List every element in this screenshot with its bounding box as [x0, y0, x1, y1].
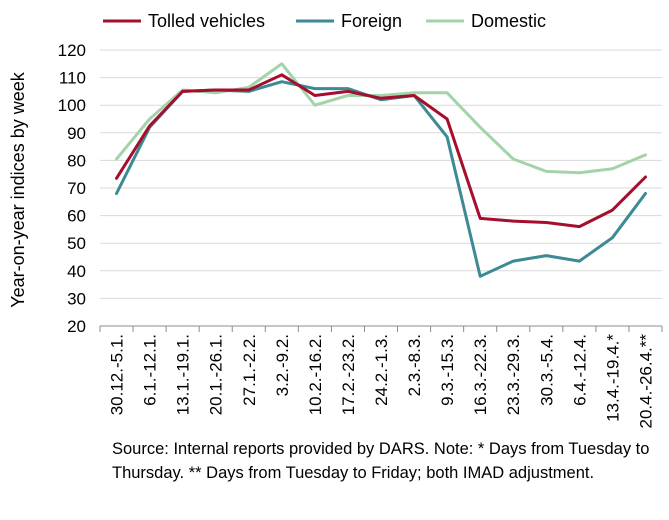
y-tick-label: 100 — [58, 96, 86, 115]
series-line-domestic — [115, 62, 647, 175]
axes — [99, 325, 663, 332]
x-tick-label: 3.2.-9.2. — [273, 334, 292, 396]
y-tick-label: 80 — [67, 151, 86, 170]
legend-label-foreign: Foreign — [341, 11, 402, 31]
source-note: Source: Internal reports provided by DAR… — [112, 440, 650, 482]
x-tick-label: 23.3.-29.3. — [504, 334, 523, 415]
x-tick-label: 20.1.-26.1. — [207, 334, 226, 415]
x-tick-label: 10.2.-16.2. — [306, 334, 325, 415]
x-tick-label: 6.4.-12.4. — [570, 334, 589, 406]
x-tick-label: 20.4.-26.4.** — [636, 334, 655, 429]
x-tick-label: 16.3.-22.3. — [471, 334, 490, 415]
y-tick-label: 120 — [58, 41, 86, 60]
y-tick-label: 90 — [67, 124, 86, 143]
y-tick-label: 20 — [67, 317, 86, 336]
x-tick-label: 17.2.-23.2. — [339, 334, 358, 415]
x-tick-label: 30.12.-5.1. — [108, 334, 127, 415]
series-lines — [115, 62, 647, 278]
y-tick-label: 70 — [67, 179, 86, 198]
y-tick-label: 30 — [67, 289, 86, 308]
x-tick-label: 30.3.-5.4. — [537, 334, 556, 406]
legend: Tolled vehicles Foreign Domestic — [103, 11, 546, 31]
x-tick-label: 9.3.-15.3. — [438, 334, 457, 406]
y-tick-label: 40 — [67, 262, 86, 281]
y-tick-label: 110 — [59, 69, 86, 88]
series-line-foreign — [115, 80, 647, 278]
gridlines — [100, 49, 662, 299]
y-tick-labels: 20 30 40 50 60 70 80 90 100 110 120 — [58, 41, 86, 336]
x-tick-label: 2.3.-8.3. — [405, 334, 424, 396]
y-axis-title: Year-on-year indices by week — [8, 71, 28, 307]
x-tick-label: 27.1.-2.2. — [240, 334, 259, 406]
series-line-tolled-vehicles — [115, 73, 647, 229]
x-tick-label: 6.1.-12.1. — [141, 334, 160, 406]
x-tick-labels: 30.12.-5.1. 6.1.-12.1. 13.1.-19.1. 20.1.-26… — [108, 334, 656, 429]
legend-label-tolled-vehicles: Tolled vehicles — [148, 11, 265, 31]
x-tick-label: 13.4.-19.4.* — [603, 334, 622, 422]
y-tick-label: 60 — [67, 207, 86, 226]
x-tick-label: 24.2.-1.3. — [372, 334, 391, 406]
x-tick-label: 13.1.-19.1. — [174, 334, 193, 415]
y-tick-label: 50 — [67, 234, 86, 253]
legend-label-domestic: Domestic — [471, 11, 546, 31]
